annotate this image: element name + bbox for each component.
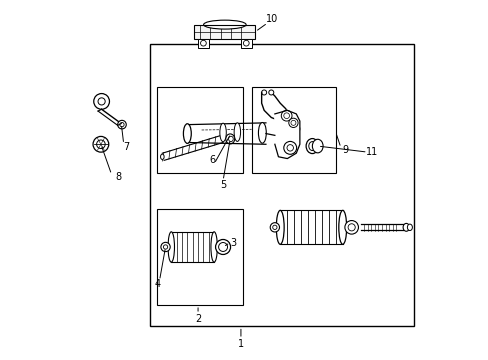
Circle shape	[283, 113, 289, 118]
Bar	[157, 208, 242, 305]
Text: 11: 11	[366, 147, 378, 157]
Ellipse shape	[203, 20, 245, 29]
Ellipse shape	[234, 123, 240, 141]
Ellipse shape	[347, 224, 354, 231]
Text: 5: 5	[220, 180, 226, 190]
Bar	[157, 87, 242, 173]
Circle shape	[120, 122, 124, 127]
Bar	[194, 24, 255, 39]
Circle shape	[278, 145, 282, 149]
Circle shape	[283, 141, 296, 154]
Ellipse shape	[160, 154, 164, 159]
Bar	[149, 44, 413, 327]
Circle shape	[163, 245, 167, 249]
Circle shape	[98, 98, 105, 105]
Ellipse shape	[308, 141, 315, 150]
Circle shape	[161, 242, 170, 252]
Bar	[198, 39, 208, 48]
Ellipse shape	[210, 232, 217, 262]
Circle shape	[261, 90, 266, 95]
Circle shape	[281, 111, 291, 121]
Text: 9: 9	[342, 145, 347, 156]
Bar	[241, 39, 251, 48]
Ellipse shape	[276, 210, 284, 244]
Circle shape	[295, 127, 300, 131]
Circle shape	[200, 40, 206, 46]
Text: 1: 1	[237, 339, 244, 348]
Ellipse shape	[168, 232, 174, 262]
Circle shape	[118, 120, 126, 129]
Circle shape	[93, 136, 108, 152]
Text: 4: 4	[155, 279, 161, 289]
Ellipse shape	[338, 210, 346, 244]
Text: 8: 8	[115, 172, 121, 182]
Circle shape	[243, 40, 248, 46]
Text: 3: 3	[229, 238, 236, 248]
Text: 7: 7	[122, 142, 129, 152]
Ellipse shape	[183, 124, 191, 143]
Ellipse shape	[407, 224, 411, 230]
Ellipse shape	[218, 243, 227, 251]
Ellipse shape	[258, 122, 266, 143]
Circle shape	[290, 120, 295, 125]
Circle shape	[286, 145, 293, 151]
Circle shape	[270, 223, 279, 232]
Ellipse shape	[215, 239, 230, 255]
Ellipse shape	[305, 139, 318, 154]
Circle shape	[268, 90, 273, 95]
Text: 10: 10	[265, 14, 278, 24]
Ellipse shape	[402, 224, 408, 231]
Text: 2: 2	[195, 314, 201, 324]
Circle shape	[97, 140, 105, 149]
Ellipse shape	[220, 123, 226, 142]
Circle shape	[288, 118, 298, 127]
Circle shape	[272, 225, 276, 229]
Text: 6: 6	[209, 156, 215, 165]
Circle shape	[94, 94, 109, 109]
Bar	[251, 87, 335, 173]
Ellipse shape	[344, 221, 358, 234]
Ellipse shape	[312, 139, 323, 153]
Polygon shape	[274, 111, 299, 158]
Ellipse shape	[225, 134, 234, 144]
Ellipse shape	[228, 136, 233, 141]
